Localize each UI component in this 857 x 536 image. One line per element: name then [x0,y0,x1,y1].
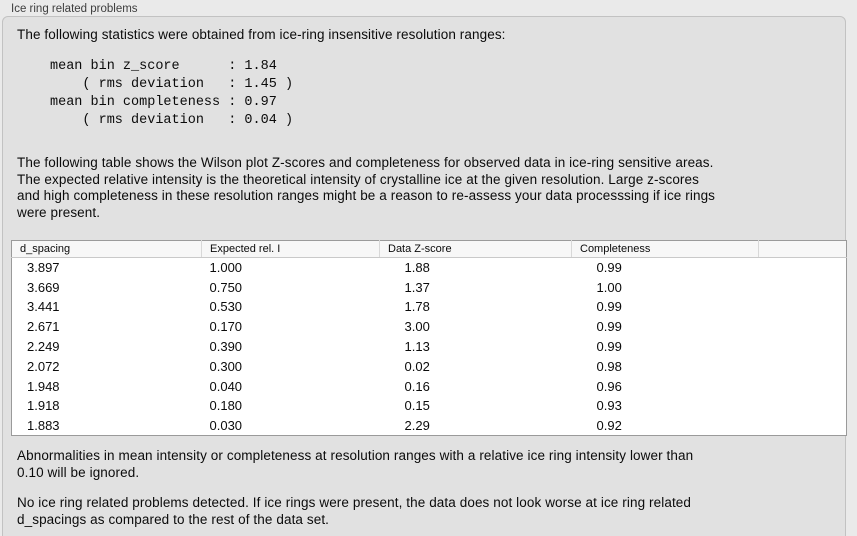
table-cell: 1.88 [404,260,430,276]
table-cell: 0.99 [596,299,622,315]
table-cell: 2.072 [27,358,60,374]
table-cell: 0.92 [596,418,622,434]
table-cell: 2.29 [404,418,430,434]
table-cell: 0.300 [209,358,243,374]
table-header-row: d_spacing Expected rel. I Data Z-score Comp… [11,240,847,258]
table-row[interactable]: 3.897 1.000 1.88 0.99 [12,258,847,278]
table-cell-filler [759,376,847,396]
table-row[interactable]: 2.072 0.300 0.02 0.98 [12,356,847,376]
table-cell-filler [759,396,847,416]
table-cell: 0.96 [596,378,622,394]
intro-text: The following statistics were obtained f… [17,27,506,42]
table-cell-filler [759,356,847,376]
table-cell: 1.13 [404,339,430,355]
table-cell: 1.37 [404,279,430,295]
table-cell: 0.15 [404,398,430,414]
table-row[interactable]: 1.918 0.180 0.15 0.93 [12,396,847,416]
table-cell: 3.441 [27,299,60,315]
table-cell: 1.948 [27,378,60,394]
table-cell: 0.170 [209,319,243,335]
table-cell: 0.02 [404,358,430,374]
table-description-text: The following table shows the Wilson plo… [17,155,716,220]
table-cell: 0.93 [596,398,622,414]
table-cell-filler [759,258,847,278]
table-cell-filler [759,337,847,357]
table-row[interactable]: 3.441 0.530 1.78 0.99 [12,297,847,317]
table-body: 3.897 1.000 1.88 0.99 3.669 0.750 1.37 1.00 3.44… [12,258,847,436]
table-row[interactable]: 2.249 0.390 1.13 0.99 [12,337,847,357]
table-cell: 0.180 [209,398,243,414]
table-cell: 1.000 [209,260,243,276]
table-cell: 1.918 [27,398,60,414]
table-row[interactable]: 3.669 0.750 1.37 1.00 [12,277,847,297]
column-header-data-z-score[interactable]: Data Z-score [379,240,572,258]
table-cell-filler [759,277,847,297]
ignore-threshold-text: Abnormalities in mean intensity or compl… [17,448,694,480]
table-cell: 3.669 [27,279,60,295]
column-header-expected-rel-i[interactable]: Expected rel. I [201,240,380,258]
column-header-d-spacing[interactable]: d_spacing [11,240,202,258]
table-cell: 0.99 [596,260,622,276]
summary-statistics-block: mean bin z_score : 1.84 ( rms deviation … [50,59,294,128]
column-header-completeness[interactable]: Completeness [571,240,759,258]
table-cell: 2.249 [27,339,60,355]
table-cell: 2.671 [27,319,60,335]
table-cell: 3.897 [27,260,60,276]
table-cell-filler [759,317,847,337]
table-cell: 3.00 [404,319,430,335]
table-cell: 1.00 [596,279,622,295]
table-row[interactable]: 2.671 0.170 3.00 0.99 [12,317,847,337]
table-cell: 0.530 [209,299,243,315]
ice-ring-panel: The following statistics were obtained f… [2,16,847,536]
table-cell: 0.750 [209,279,243,295]
table-cell: 0.16 [404,378,430,394]
table-cell: 0.99 [596,339,622,355]
table-cell-filler [759,416,847,436]
column-header-filler [758,240,847,258]
table-cell: 0.98 [596,358,622,374]
table-cell-filler [759,297,847,317]
table-cell: 0.040 [209,378,243,394]
conclusion-text: No ice ring related problems detected. I… [17,495,692,527]
table-cell: 1.78 [404,299,430,315]
table-cell: 0.030 [209,418,243,434]
table-cell: 1.883 [27,418,60,434]
table-row[interactable]: 1.883 0.030 2.29 0.92 [12,416,847,436]
groupbox-title: Ice ring related problems [11,3,138,15]
table-row[interactable]: 1.948 0.040 0.16 0.96 [12,376,847,396]
table-cell: 0.99 [596,319,622,335]
ice-ring-table: d_spacing Expected rel. I Data Z-score Comp… [11,240,847,437]
table-cell: 0.390 [209,339,243,355]
